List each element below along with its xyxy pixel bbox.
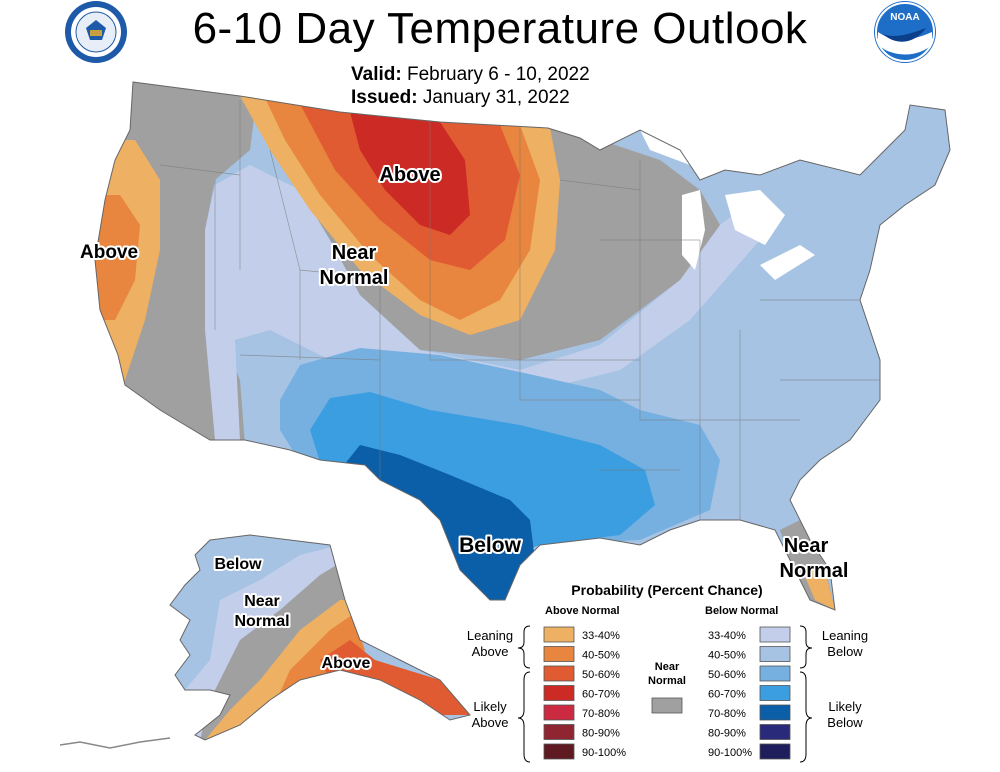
- legend-likely-above-1: Likely: [473, 699, 507, 714]
- legend-below-label-1: 40-50%: [708, 650, 746, 662]
- legend-above-swatch-5: [543, 724, 575, 740]
- legend-leaning-above-2: Above: [472, 644, 509, 659]
- legend-below-label-0: 33-40%: [708, 630, 746, 642]
- legend-above-label-1: 40-50%: [582, 650, 620, 662]
- label-below-south: Below: [459, 534, 522, 557]
- noaa-logo: NOAA: [874, 1, 936, 63]
- legend-near-normal-swatch: [651, 697, 683, 714]
- legend-below-swatch-5: [759, 724, 791, 740]
- label-ak-above: Above: [322, 655, 371, 672]
- legend-below-swatch-2: [759, 665, 791, 682]
- legend-above-label-4: 70-80%: [582, 708, 620, 720]
- legend-above-header: Above Normal: [545, 605, 620, 617]
- alaska-map: [59, 534, 471, 749]
- state-boundaries: [159, 100, 880, 520]
- legend-below-swatch-1: [759, 646, 791, 662]
- commerce-seal-logo: [65, 1, 127, 63]
- legend-near-normal-label-1: Near: [655, 661, 680, 673]
- valid-line: Valid: February 6 - 10, 2022: [351, 64, 590, 86]
- legend-likely-below-2: Below: [827, 715, 863, 730]
- lake-superior: [640, 125, 740, 170]
- brace-likely-below: [799, 671, 813, 763]
- legend-likely-above-2: Above: [472, 715, 509, 730]
- label-above-north: Above: [379, 164, 440, 186]
- legend-above-swatch-6: [543, 743, 575, 760]
- label-ak-below: Below: [214, 556, 262, 573]
- legend-below-header: Below Normal: [705, 605, 778, 617]
- region-labels: Above Near Normal Above Below Near Norma…: [78, 162, 850, 674]
- label-ak-near-1: Near: [244, 593, 280, 610]
- alaska-outline: [169, 534, 471, 741]
- valid-value: February 6 - 10, 2022: [406, 64, 590, 85]
- legend-title: Probability (Percent Chance): [571, 582, 762, 598]
- legend-above-label-3: 60-70%: [582, 689, 620, 701]
- map-title: 6-10 Day Temperature Outlook: [192, 4, 808, 53]
- label-near-normal-west-2: Normal: [320, 267, 389, 289]
- legend-below-swatch-4: [759, 704, 791, 721]
- legend-below-swatch-3: [759, 685, 791, 701]
- legend-below-label-3: 60-70%: [708, 689, 746, 701]
- legend-near-normal-label-2: Normal: [648, 675, 686, 687]
- legend-leaning-below-2: Below: [827, 644, 863, 659]
- legend-above-swatch-4: [543, 704, 575, 721]
- above-north-60-region: [350, 112, 470, 235]
- valid-label: Valid:: [351, 64, 402, 85]
- brace-leaning-below: [799, 625, 813, 669]
- legend-braces: [517, 625, 813, 763]
- legend-below-swatch-0: [759, 626, 791, 643]
- legend-above-label-5: 80-90%: [582, 728, 620, 740]
- issued-value: January 31, 2022: [422, 87, 570, 108]
- legend-above-swatch-3: [543, 685, 575, 701]
- below-south-60-region: [310, 392, 655, 570]
- conus-outline: [94, 81, 951, 611]
- legend-above-swatch-2: [543, 665, 575, 682]
- issued-line: Issued: January 31, 2022: [351, 87, 570, 109]
- legend-below-label-6: 90-100%: [708, 747, 752, 759]
- below-south-70-region: [340, 445, 535, 600]
- above-west-core-region: [95, 195, 140, 320]
- aleutian-islands: [59, 737, 171, 749]
- label-above-west: Above: [80, 242, 138, 263]
- legend-above-label-0: 33-40%: [582, 630, 620, 642]
- legend: Probability (Percent Chance) Above Norma…: [467, 582, 868, 763]
- legend-leaning-below-1: Leaning: [822, 628, 868, 643]
- alaska-above-50-region: [320, 640, 470, 715]
- legend-above-label-2: 50-60%: [582, 669, 620, 681]
- conus-map: [94, 81, 951, 611]
- legend-below-swatch-6: [759, 743, 791, 760]
- noaa-logo-text: NOAA: [890, 12, 919, 23]
- legend-below-swatches: 33-40% 40-50% 50-60% 60-70% 70-80% 80-90% 90-1…: [708, 626, 791, 760]
- label-ak-near-2: Normal: [234, 613, 289, 630]
- above-florida-region: [800, 565, 835, 610]
- lake-huron: [725, 190, 785, 245]
- label-near-normal-fl-1: Near: [784, 535, 829, 557]
- legend-likely-below-1: Likely: [828, 699, 862, 714]
- issued-label: Issued:: [351, 87, 418, 108]
- label-near-normal-fl-2: Normal: [780, 560, 849, 582]
- lake-michigan: [682, 190, 705, 270]
- alaska-above-33-region: [205, 600, 360, 740]
- legend-above-swatch-0: [543, 626, 575, 643]
- legend-above-label-6: 90-100%: [582, 747, 626, 759]
- legend-leaning-above-1: Leaning: [467, 628, 513, 643]
- legend-below-label-5: 80-90%: [708, 728, 746, 740]
- legend-above-swatches: 33-40% 40-50% 50-60% 60-70% 70-80% 80-90% 90-1…: [543, 626, 626, 760]
- brace-likely-above: [517, 671, 531, 763]
- label-near-normal-west-1: Near: [332, 242, 377, 264]
- lake-erie: [760, 245, 815, 280]
- brace-leaning-above: [517, 625, 531, 669]
- legend-below-label-4: 70-80%: [708, 708, 746, 720]
- legend-above-swatch-1: [543, 646, 575, 662]
- alaska-near-normal-region: [200, 560, 360, 740]
- legend-below-label-2: 50-60%: [708, 669, 746, 681]
